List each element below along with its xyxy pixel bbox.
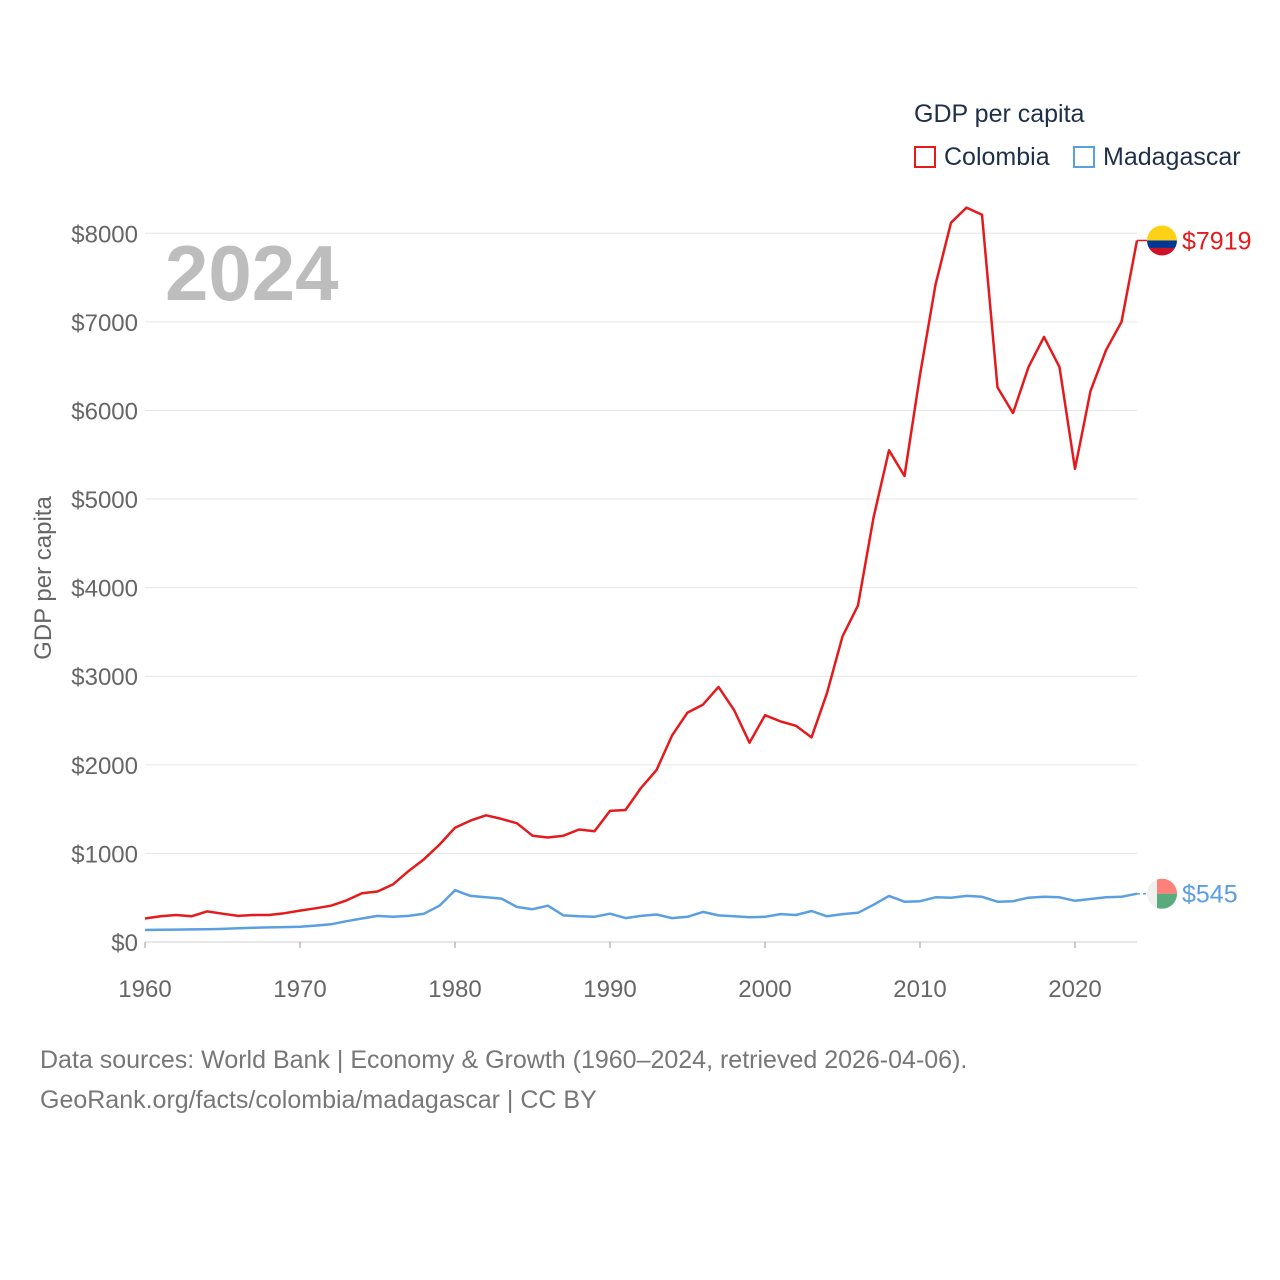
legend-label-colombia: Colombia bbox=[944, 142, 1050, 171]
x-tick-label: 2010 bbox=[893, 976, 946, 1003]
end-value-label: $545 bbox=[1182, 881, 1238, 909]
y-tick-label: $1000 bbox=[71, 841, 138, 868]
end-value-label: $7919 bbox=[1182, 227, 1252, 255]
y-tick-label: $0 bbox=[111, 930, 138, 957]
x-tick-label: 2020 bbox=[1048, 976, 1101, 1003]
madagascar-flag-icon bbox=[1147, 878, 1177, 909]
y-tick-label: $7000 bbox=[71, 310, 138, 337]
axes: $0 $1000 $2000 $3000 $4000 $5000 $6000 $7000 $80… bbox=[71, 221, 1101, 1003]
y-tick-label: $4000 bbox=[71, 576, 138, 603]
series-lines bbox=[144, 206, 1139, 932]
x-tick-label: 2000 bbox=[738, 976, 791, 1003]
y-tick-label: $6000 bbox=[71, 398, 138, 425]
legend-item-colombia[interactable]: Colombia bbox=[914, 143, 1050, 171]
series-line-colombia bbox=[144, 206, 1139, 920]
end-labels: $7919 $545 bbox=[1137, 225, 1252, 909]
y-tick-label: $2000 bbox=[71, 753, 138, 780]
source-line-1: Data sources: World Bank | Economy & Gro… bbox=[40, 1046, 968, 1074]
legend-item-madagascar[interactable]: Madagascar bbox=[1073, 143, 1241, 171]
x-tick-label: 1970 bbox=[273, 976, 326, 1003]
year-watermark: 2024 bbox=[165, 229, 339, 317]
colombia-flag-icon bbox=[1147, 225, 1177, 256]
legend-label-madagascar: Madagascar bbox=[1103, 142, 1241, 171]
y-axis-label: GDP per capita bbox=[30, 496, 57, 660]
source-line-2: GeoRank.org/facts/colombia/madagascar | … bbox=[40, 1086, 597, 1114]
legend-swatch-madagascar bbox=[1073, 146, 1095, 168]
y-tick-label: $5000 bbox=[71, 487, 138, 514]
legend-swatch-colombia bbox=[914, 146, 936, 168]
y-tick-label: $3000 bbox=[71, 664, 138, 691]
grid-lines bbox=[145, 232, 1137, 943]
x-tick-label: 1990 bbox=[583, 976, 636, 1003]
legend-title: GDP per capita bbox=[914, 100, 1085, 128]
series-line-madagascar bbox=[144, 888, 1138, 932]
x-tick-label: 1980 bbox=[428, 976, 481, 1003]
x-tick-label: 1960 bbox=[118, 976, 171, 1003]
y-tick-label: $8000 bbox=[71, 221, 138, 248]
